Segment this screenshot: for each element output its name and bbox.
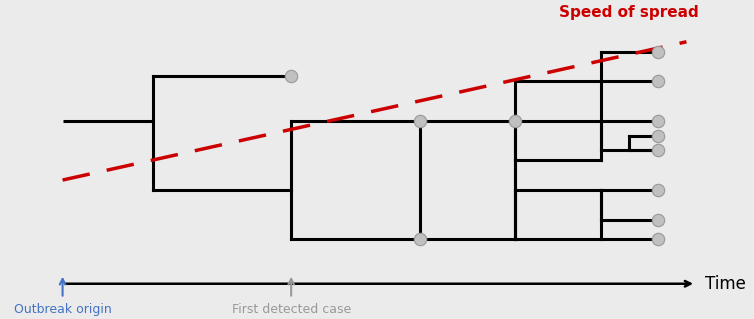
Point: [652, 133, 664, 138]
Point: [652, 49, 664, 54]
Point: [509, 118, 521, 123]
Point: [285, 74, 297, 79]
Text: Time: Time: [706, 275, 746, 293]
Point: [414, 237, 426, 242]
Text: Outbreak origin: Outbreak origin: [14, 303, 112, 316]
Point: [414, 118, 426, 123]
Point: [652, 217, 664, 222]
Text: Speed of spread: Speed of spread: [559, 5, 699, 20]
Point: [652, 79, 664, 84]
Point: [652, 237, 664, 242]
Point: [652, 118, 664, 123]
Text: First detected case: First detected case: [231, 303, 351, 316]
Point: [652, 187, 664, 192]
Point: [652, 148, 664, 153]
